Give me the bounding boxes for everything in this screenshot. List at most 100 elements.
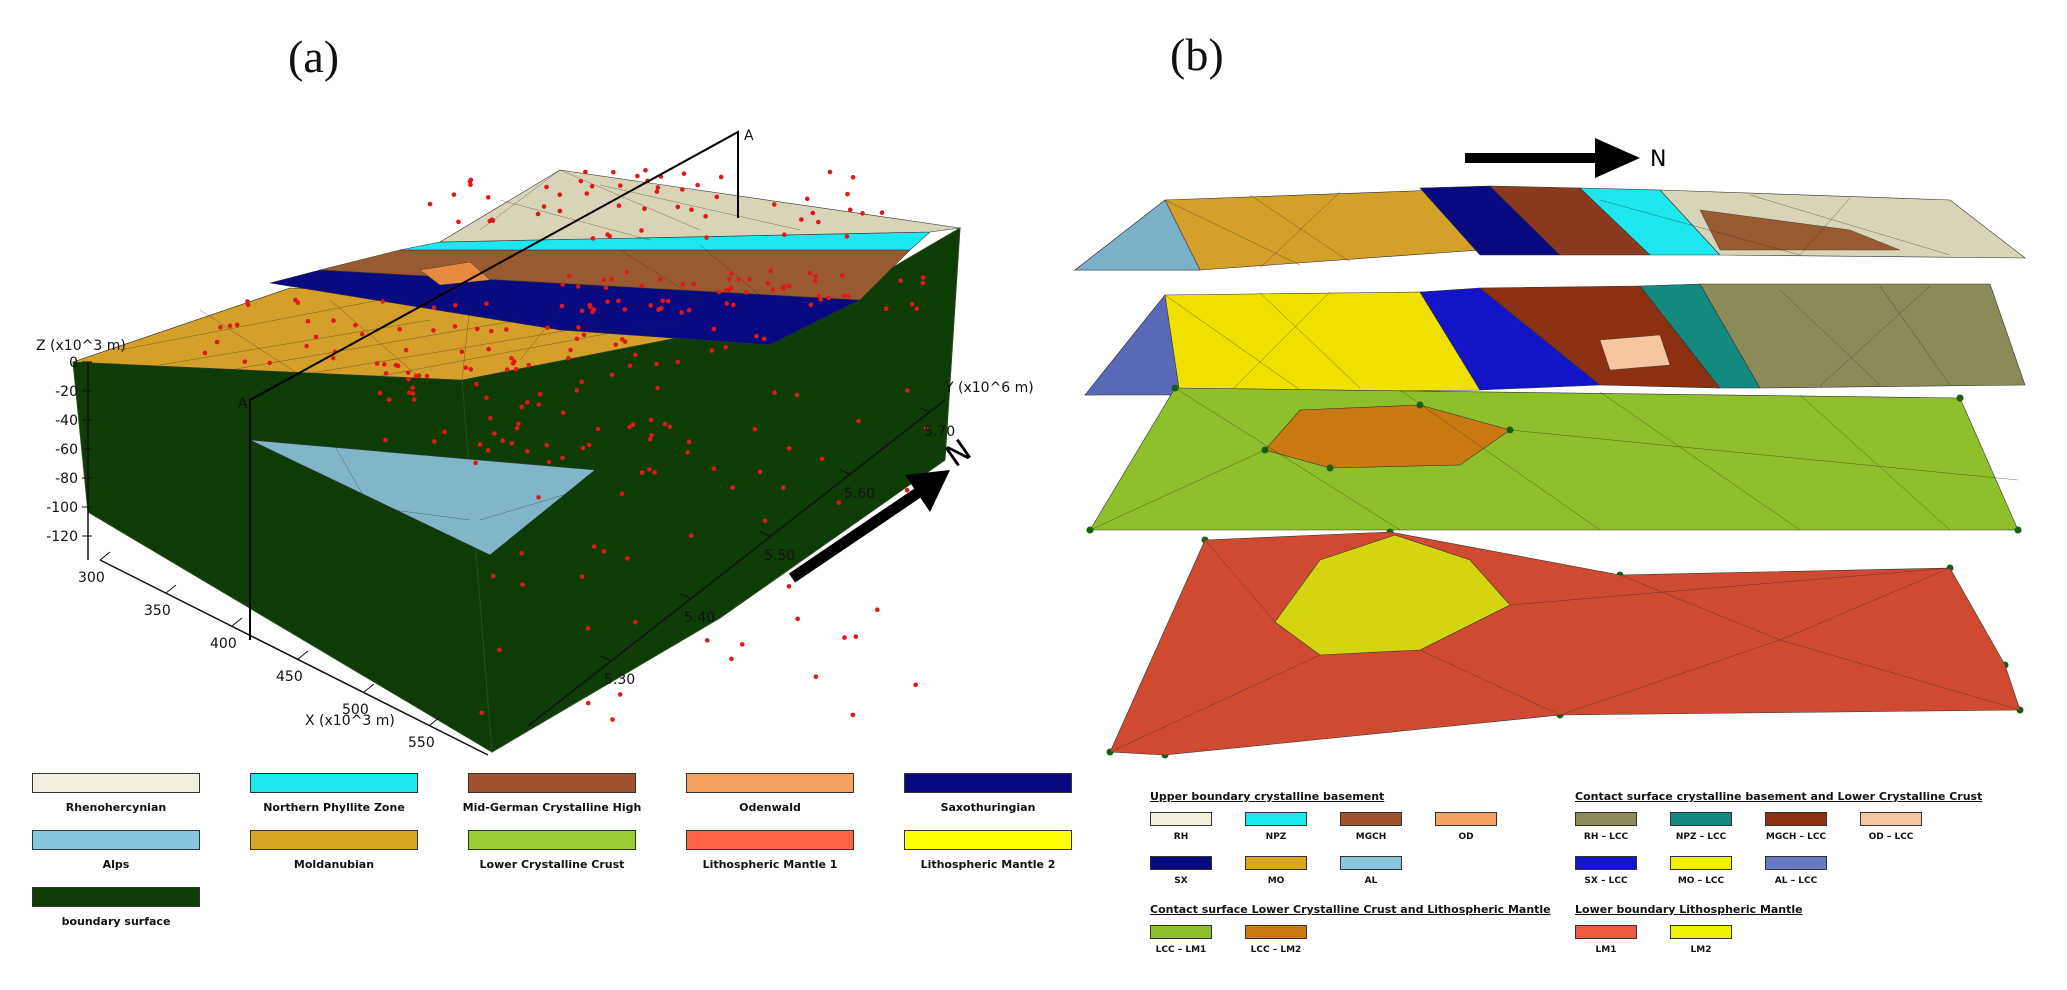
legend-b-swatch <box>1765 812 1827 826</box>
control-point <box>595 426 601 432</box>
legend-b-swatch <box>1670 812 1732 826</box>
control-point <box>535 211 541 217</box>
legend-b-swatch <box>1435 812 1497 826</box>
control-point <box>804 196 810 202</box>
z-tick-label: -100 <box>46 500 78 516</box>
control-point <box>504 327 509 332</box>
control-point <box>904 487 910 493</box>
vertex-point <box>1506 426 1514 434</box>
control-point <box>214 339 220 345</box>
control-point <box>799 217 804 222</box>
control-point <box>544 442 550 448</box>
control-point <box>643 167 648 173</box>
control-point <box>489 217 495 222</box>
legend-b-label: MGCH – LCC <box>1765 832 1827 842</box>
control-point <box>544 184 549 190</box>
control-point <box>374 361 380 366</box>
legend-b-swatch <box>1670 856 1732 870</box>
control-point <box>736 277 742 282</box>
section-label-start: A <box>744 128 754 144</box>
control-point <box>583 169 588 175</box>
y-tick-mark <box>679 593 691 599</box>
control-point <box>875 607 880 613</box>
control-point <box>836 500 841 505</box>
control-point <box>709 348 715 353</box>
legend-b-label: MO <box>1267 876 1285 886</box>
control-point <box>520 582 525 587</box>
control-point <box>704 638 710 643</box>
control-point <box>647 436 653 442</box>
z-tick-label: -20 <box>55 384 78 400</box>
legend-a-label: Saxothuringian <box>940 801 1036 814</box>
control-point <box>754 333 759 339</box>
control-point <box>728 271 734 276</box>
control-point <box>406 390 412 395</box>
control-point <box>218 324 223 330</box>
control-point <box>459 349 465 355</box>
legend-b-swatch <box>1575 812 1637 826</box>
y-axis-ticks: 5.70 5.60 5.50 5.40 5.30 <box>599 407 955 688</box>
control-point <box>679 310 684 315</box>
control-points <box>202 167 929 722</box>
control-point <box>395 363 401 369</box>
control-point <box>654 189 660 194</box>
control-point <box>579 308 585 314</box>
control-point <box>397 326 402 332</box>
control-point <box>601 277 607 283</box>
z-axis-ticks: 0 -20 -40 -60 -80 -100 -120 <box>46 355 92 545</box>
control-point <box>850 175 856 180</box>
control-point <box>616 298 621 304</box>
control-point <box>202 350 208 356</box>
legend-b-label: AL <box>1364 876 1378 886</box>
x-axis-line <box>99 559 489 756</box>
control-point <box>242 359 248 364</box>
control-point <box>781 485 786 490</box>
control-point <box>359 331 365 337</box>
control-point <box>914 306 920 312</box>
vertex-point <box>1171 384 1179 392</box>
control-point <box>819 456 825 462</box>
x-tick-label: 450 <box>276 669 303 685</box>
control-point <box>267 360 273 366</box>
control-point <box>353 322 358 328</box>
control-point <box>739 642 745 647</box>
legend-b-heading: Contact surface Lower Crystalline Crust … <box>1150 903 1551 916</box>
control-point <box>780 286 786 292</box>
control-point <box>818 297 823 302</box>
control-point <box>586 442 592 448</box>
control-point <box>611 169 616 175</box>
control-point <box>627 424 632 430</box>
legend-a-swatch <box>32 773 200 793</box>
control-point <box>840 272 845 278</box>
control-point <box>574 388 580 393</box>
control-point <box>479 710 484 716</box>
control-point <box>561 410 566 415</box>
x-tick-mark <box>99 551 111 561</box>
control-point <box>681 171 687 176</box>
control-point <box>667 424 673 430</box>
legend-b-heading: Lower boundary Lithospheric Mantle <box>1575 903 1803 916</box>
control-point <box>675 204 681 210</box>
control-point <box>500 438 506 444</box>
legend-b-swatch <box>1860 812 1922 826</box>
legend-b-label: OD <box>1458 832 1474 842</box>
y-axis-title: Y (x10^6 m) <box>944 380 1034 396</box>
control-point <box>380 299 385 304</box>
control-point <box>313 334 319 340</box>
control-point <box>795 616 800 622</box>
control-point <box>234 322 240 328</box>
control-point <box>488 415 493 421</box>
legend-a-swatch <box>686 773 854 793</box>
control-point <box>605 299 610 305</box>
control-point <box>898 278 903 283</box>
control-point <box>536 495 541 500</box>
y-axis-line <box>527 399 946 727</box>
y-tick-label: 5.30 <box>604 672 635 688</box>
control-point <box>486 346 491 352</box>
control-point <box>624 269 630 275</box>
control-point <box>691 281 696 287</box>
legend-a-label: boundary surface <box>61 915 171 928</box>
control-point <box>768 268 774 274</box>
control-point <box>810 210 816 216</box>
vertex-point <box>1326 464 1334 472</box>
